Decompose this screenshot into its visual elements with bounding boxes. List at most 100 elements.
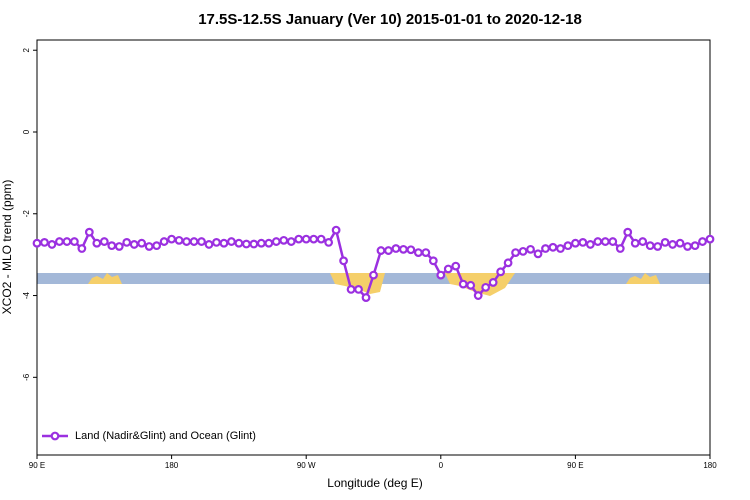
land-patch: [88, 273, 122, 284]
data-point: [55, 237, 64, 246]
data-point: [256, 238, 266, 248]
data-point: [571, 238, 580, 248]
data-point: [533, 249, 543, 259]
data-point: [361, 293, 371, 302]
data-point: [451, 261, 461, 271]
data-point: [563, 241, 573, 251]
data-point: [234, 238, 244, 248]
data-point: [376, 246, 386, 255]
data-point: [399, 244, 408, 254]
data-point: [503, 258, 513, 268]
data-point: [114, 242, 124, 251]
data-point: [481, 282, 491, 292]
x-tick-label: 180: [703, 461, 717, 470]
data-point: [436, 270, 446, 280]
data-point: [264, 238, 274, 248]
data-point: [578, 237, 588, 247]
data-point: [301, 234, 311, 244]
data-point: [182, 237, 191, 246]
data-point: [600, 237, 610, 246]
data-point: [271, 237, 281, 246]
x-tick-label: 90 E: [29, 461, 45, 470]
data-point: [653, 242, 663, 251]
data-point: [189, 237, 199, 246]
data-point: [212, 237, 221, 247]
data-point: [47, 240, 57, 249]
data-point: [122, 237, 132, 247]
data-point: [615, 244, 625, 253]
data-point: [496, 267, 506, 277]
y-tick-label: -2: [22, 210, 31, 218]
data-point: [107, 241, 117, 251]
y-tick-label: 0: [22, 129, 31, 134]
data-point: [369, 270, 378, 280]
data-point: [421, 248, 431, 258]
data-point: [174, 235, 184, 245]
data-point: [324, 237, 334, 247]
data-point: [556, 244, 565, 253]
data-point: [99, 237, 109, 246]
y-tick-label: -4: [22, 291, 31, 299]
data-point: [152, 241, 162, 251]
data-point: [77, 244, 87, 253]
data-point: [458, 279, 468, 289]
y-tick-label: -6: [22, 373, 31, 381]
data-point: [354, 285, 363, 294]
data-point: [511, 248, 520, 258]
data-point: [331, 225, 341, 235]
land-patch: [445, 273, 515, 296]
data-point: [40, 237, 49, 247]
data-point: [593, 237, 603, 246]
data-point: [630, 238, 640, 248]
legend-marker: [50, 431, 60, 441]
data-point: [526, 244, 535, 254]
data-point: [428, 256, 438, 266]
data-point: [249, 239, 259, 249]
data-point: [488, 278, 498, 287]
data-point: [279, 235, 289, 245]
data-point: [473, 291, 483, 300]
data-point: [32, 238, 42, 248]
data-point: [668, 240, 678, 249]
data-point: [69, 237, 79, 246]
data-point: [406, 245, 416, 255]
y-tick-label: 2: [22, 47, 31, 52]
data-point: [698, 237, 707, 246]
data-point: [159, 237, 169, 246]
data-point: [384, 246, 393, 255]
data-point: [294, 234, 304, 244]
data-point: [219, 238, 229, 248]
data-point: [286, 237, 296, 246]
data-point: [137, 238, 147, 248]
data-point: [585, 240, 595, 249]
data-point: [391, 244, 401, 253]
land-patch: [626, 273, 660, 284]
data-point: [466, 280, 476, 290]
data-point: [660, 237, 670, 247]
data-point: [443, 264, 453, 274]
x-tick-label: 90 E: [567, 461, 583, 470]
x-axis-label: Longitude (deg E): [327, 476, 422, 490]
data-point: [129, 240, 139, 249]
data-point: [144, 242, 154, 251]
data-point: [197, 237, 206, 246]
data-point: [683, 242, 692, 251]
data-point: [167, 234, 177, 244]
data-point: [638, 237, 648, 246]
data-point: [62, 237, 72, 246]
data-point: [548, 242, 558, 252]
x-tick-label: 90 W: [297, 461, 316, 470]
data-point: [690, 241, 700, 251]
chart-title: 17.5S-12.5S January (Ver 10) 2015-01-01 …: [198, 11, 582, 28]
data-point: [227, 237, 236, 246]
data-point: [608, 237, 618, 246]
data-point: [316, 234, 326, 244]
data-point: [346, 285, 356, 294]
data-point: [339, 256, 348, 266]
data-point: [84, 227, 94, 237]
data-point: [241, 239, 251, 249]
data-point: [675, 238, 685, 248]
data-point: [645, 241, 655, 251]
